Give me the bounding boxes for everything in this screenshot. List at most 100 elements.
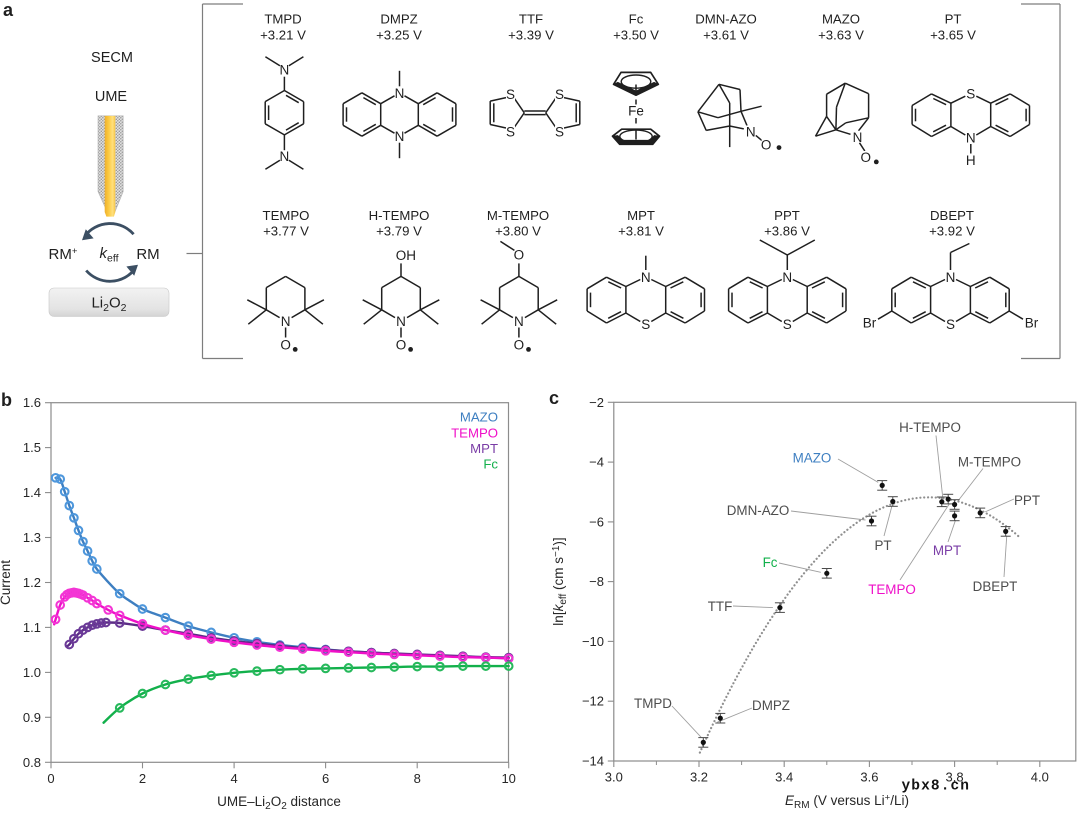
svg-text:MAZO: MAZO	[460, 410, 498, 425]
svg-text:M-TEMPO: M-TEMPO	[487, 208, 549, 223]
svg-text:O: O	[514, 247, 525, 262]
svg-text:3.4: 3.4	[775, 770, 793, 785]
svg-text:+3.79 V: +3.79 V	[376, 224, 422, 239]
svg-text:4: 4	[230, 771, 237, 786]
svg-text:S: S	[555, 125, 564, 140]
svg-text:+3.92 V: +3.92 V	[929, 224, 975, 239]
svg-text:TMPD: TMPD	[264, 12, 301, 27]
svg-text:MPT: MPT	[933, 543, 961, 558]
svg-text:b: b	[1, 390, 12, 410]
svg-text:1.3: 1.3	[23, 530, 41, 545]
svg-text:OH: OH	[396, 248, 416, 263]
svg-text:H: H	[966, 153, 976, 168]
svg-text:1.5: 1.5	[23, 440, 41, 455]
svg-text:MPT: MPT	[627, 208, 655, 223]
svg-text:S: S	[506, 87, 515, 102]
svg-text:PPT: PPT	[774, 208, 800, 223]
svg-text:RM+: RM+	[49, 246, 78, 263]
svg-text:1.4: 1.4	[23, 485, 41, 500]
svg-text:Li2O2: Li2O2	[91, 295, 126, 315]
svg-text:H-TEMPO: H-TEMPO	[899, 420, 961, 435]
svg-text:O: O	[396, 337, 407, 352]
svg-text:S: S	[506, 125, 515, 140]
svg-text:MAZO: MAZO	[793, 451, 832, 466]
svg-text:DMPZ: DMPZ	[752, 698, 790, 713]
svg-text:N: N	[281, 314, 291, 329]
svg-text:Br: Br	[1025, 316, 1039, 331]
svg-text:TMPD: TMPD	[634, 696, 672, 711]
svg-text:TEMPO: TEMPO	[451, 426, 498, 441]
svg-text:O: O	[861, 150, 872, 165]
svg-text:8: 8	[414, 771, 421, 786]
svg-text:keff: keff	[100, 245, 119, 265]
svg-text:SECM: SECM	[91, 50, 133, 66]
svg-text:DBEPT: DBEPT	[973, 579, 1018, 594]
svg-text:3.0: 3.0	[605, 770, 623, 785]
svg-text:+3.61 V: +3.61 V	[703, 28, 749, 43]
svg-text:c: c	[549, 388, 559, 408]
svg-text:ln[keff (cm s−1)]: ln[keff (cm s−1)]	[551, 537, 569, 625]
svg-text:RM: RM	[136, 246, 159, 263]
svg-text:Current: Current	[0, 560, 13, 605]
svg-text:4.0: 4.0	[1031, 770, 1049, 785]
svg-text:N: N	[514, 314, 524, 329]
svg-text:N: N	[396, 314, 406, 329]
svg-text:+3.21 V: +3.21 V	[260, 28, 306, 43]
svg-text:N: N	[280, 149, 290, 164]
svg-text:2: 2	[139, 771, 146, 786]
svg-text:S: S	[966, 87, 975, 102]
svg-text:+3.86 V: +3.86 V	[764, 224, 810, 239]
svg-text:1.1: 1.1	[23, 620, 41, 635]
svg-text:N: N	[746, 124, 756, 139]
svg-text:UME–Li2O2 distance: UME–Li2O2 distance	[217, 794, 341, 812]
svg-text:+3.65 V: +3.65 V	[930, 28, 976, 43]
svg-text:1.0: 1.0	[23, 665, 41, 680]
svg-text:UME: UME	[95, 89, 128, 105]
svg-text:3.6: 3.6	[860, 770, 878, 785]
svg-text:+3.25 V: +3.25 V	[376, 28, 422, 43]
svg-text:N: N	[946, 270, 956, 285]
svg-text:+3.77 V: +3.77 V	[263, 224, 309, 239]
svg-text:N: N	[641, 270, 651, 285]
svg-text:3.2: 3.2	[690, 770, 708, 785]
svg-text:MAZO: MAZO	[822, 12, 860, 27]
svg-text:N: N	[395, 86, 405, 101]
svg-text:+3.39 V: +3.39 V	[508, 28, 554, 43]
svg-text:ERM (V versus Li+/Li): ERM (V versus Li+/Li)	[785, 793, 909, 812]
svg-text:−8: −8	[589, 574, 604, 589]
svg-text:S: S	[783, 317, 792, 332]
svg-text:0.9: 0.9	[23, 710, 41, 725]
svg-text:−10: −10	[582, 634, 604, 649]
svg-text:PT: PT	[874, 538, 891, 553]
svg-text:O: O	[761, 138, 772, 153]
svg-text:O: O	[280, 337, 291, 352]
svg-text:−4: −4	[589, 455, 604, 470]
svg-text:0.8: 0.8	[23, 755, 41, 770]
svg-text:−12: −12	[582, 694, 604, 709]
svg-text:O: O	[514, 337, 525, 352]
svg-text:+3.81 V: +3.81 V	[618, 224, 664, 239]
svg-text:−2: −2	[589, 395, 604, 410]
svg-text:−14: −14	[582, 754, 604, 769]
svg-text:MPT: MPT	[470, 441, 498, 456]
svg-text:6: 6	[322, 771, 329, 786]
svg-text:3.8: 3.8	[946, 770, 964, 785]
svg-text:PPT: PPT	[1014, 493, 1040, 508]
svg-text:S: S	[641, 317, 650, 332]
svg-text:DMPZ: DMPZ	[380, 12, 417, 27]
svg-text:DMN-AZO: DMN-AZO	[695, 12, 757, 27]
svg-text:DMN-AZO: DMN-AZO	[727, 503, 789, 518]
svg-text:N: N	[966, 131, 976, 146]
svg-text:Fc: Fc	[629, 12, 644, 27]
svg-text:−6: −6	[589, 514, 604, 529]
svg-text:S: S	[946, 317, 955, 332]
svg-text:H-TEMPO: H-TEMPO	[369, 208, 430, 223]
svg-text:N: N	[395, 129, 405, 144]
svg-text:10: 10	[501, 771, 515, 786]
svg-text:1.6: 1.6	[23, 395, 41, 410]
svg-text:TTF: TTF	[708, 599, 733, 614]
svg-text:N: N	[280, 63, 290, 78]
svg-text:Br: Br	[863, 316, 877, 331]
svg-text:0: 0	[47, 771, 54, 786]
svg-text:S: S	[555, 87, 564, 102]
